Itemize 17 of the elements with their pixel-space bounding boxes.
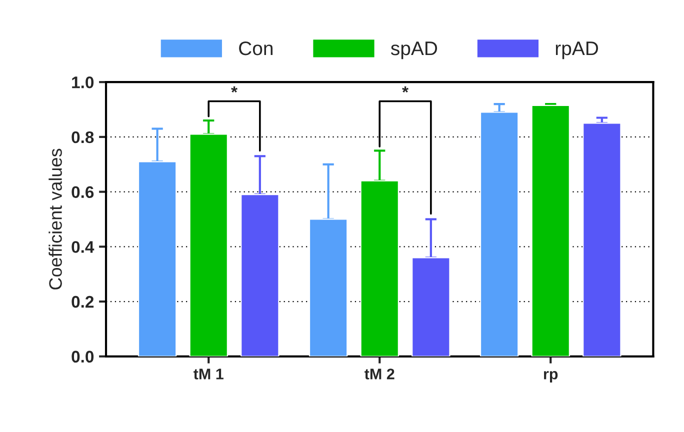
annotation: * (402, 86, 408, 93)
x-tick-label: tM 2 (364, 368, 394, 380)
bar (582, 122, 622, 356)
x-tick-label: rp (544, 371, 558, 382)
y-axis-title: Coefficient values (48, 148, 62, 290)
legend-label: rpAD (556, 42, 598, 60)
x-tick-label: tM 1 (194, 368, 224, 380)
y-tick-label: 1.0 (72, 76, 94, 88)
y-tick-label: 0.4 (72, 241, 94, 253)
annotation: * (231, 86, 238, 93)
y-tick-label: 0.0 (72, 350, 94, 363)
y-tick-label: 0.6 (72, 186, 94, 198)
bar (531, 104, 570, 356)
legend-label: spAD (390, 42, 438, 60)
y-tick-label: 0.8 (72, 131, 94, 144)
legend-label: Con (239, 41, 272, 56)
y-tick-label: 0.2 (72, 296, 94, 308)
